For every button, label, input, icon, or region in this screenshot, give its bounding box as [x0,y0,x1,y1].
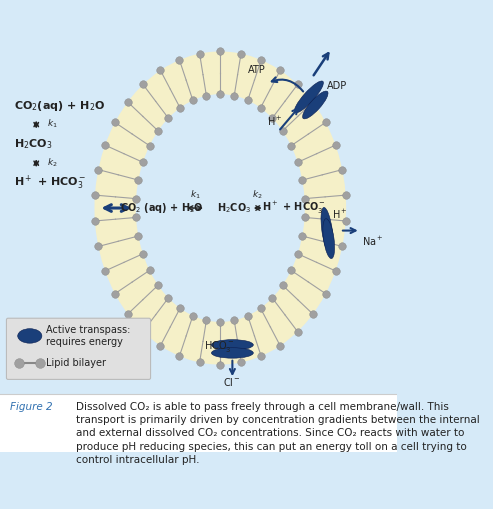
Text: Lipid bilayer: Lipid bilayer [46,358,106,369]
Text: ATP: ATP [247,65,265,74]
FancyBboxPatch shape [0,394,397,452]
Text: H$_2$CO$_3$: H$_2$CO$_3$ [217,201,251,215]
Text: H$^+$: H$^+$ [267,115,283,128]
Ellipse shape [136,94,305,322]
Text: ADP: ADP [326,80,347,91]
Text: $k_1$: $k_1$ [47,118,57,130]
Ellipse shape [95,51,346,364]
Text: HCO$_3^-$: HCO$_3^-$ [204,340,234,354]
Ellipse shape [211,340,253,350]
Text: $k_2$: $k_2$ [47,157,57,169]
Text: $k_2$: $k_2$ [252,188,263,201]
Text: Dissolved CO₂ is able to pass freely through a cell membrane/wall. This
transpor: Dissolved CO₂ is able to pass freely thr… [76,402,480,465]
Text: H$^+$ + HCO$_3^-$: H$^+$ + HCO$_3^-$ [14,174,87,192]
Text: CO$_2$ (aq) + H$_2$O: CO$_2$ (aq) + H$_2$O [120,201,204,215]
Text: $k_1$: $k_1$ [190,188,200,201]
Text: Active transpass:
requires energy: Active transpass: requires energy [46,325,130,347]
Text: Na$^+$: Na$^+$ [362,235,384,248]
Ellipse shape [323,219,335,259]
Ellipse shape [211,348,253,358]
Text: H$^+$: H$^+$ [332,208,348,221]
Text: Cl$^-$: Cl$^-$ [223,376,242,388]
FancyBboxPatch shape [6,318,150,379]
Ellipse shape [18,329,42,343]
Text: H$^+$ + HCO$_3^-$: H$^+$ + HCO$_3^-$ [262,200,326,216]
Ellipse shape [303,91,328,119]
Ellipse shape [294,81,323,113]
Text: H$_2$CO$_3$: H$_2$CO$_3$ [14,137,53,151]
Ellipse shape [321,208,333,253]
Text: Figure 2: Figure 2 [10,402,52,412]
Text: CO$_2$(aq) + H$_2$O: CO$_2$(aq) + H$_2$O [14,99,106,112]
